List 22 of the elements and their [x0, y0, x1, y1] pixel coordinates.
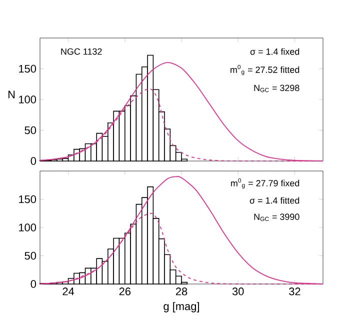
x-tick-label: 30 [232, 288, 244, 296]
y-tick-label: 0 [30, 280, 36, 288]
y-tick-label: 100 [19, 224, 36, 232]
y-tick-label: 50 [24, 252, 36, 260]
x-tick-label: 32 [289, 288, 300, 296]
y-axis-title: N [8, 90, 15, 98]
annotation: N$_{GC}$ = 3298 [254, 84, 300, 92]
annotation: N$_{GC}$ = 3990 [254, 214, 300, 222]
x-tick-label: 26 [119, 288, 131, 296]
annotation: m$^{0}$$_{g}$ = 27.79 fixed [231, 178, 300, 189]
y-tick-label: 150 [19, 195, 36, 204]
y-tick-label: 100 [19, 96, 36, 104]
x-tick-label: 28 [176, 288, 188, 296]
annotation: m$^{0}$$_{g}$ = 27.52 fitted [230, 64, 300, 76]
y-tick-label: 150 [19, 64, 36, 73]
annotation: σ = 1.4 fixed [250, 48, 300, 55]
y-tick-label: 50 [24, 126, 36, 134]
x-tick-label: 24 [62, 288, 74, 296]
annotation: NGC 1132 [61, 48, 102, 55]
y-tick-label: 0 [30, 157, 36, 165]
x-axis-title: g [mag] [164, 302, 199, 312]
annotation: σ = 1.4 fitted [250, 197, 300, 204]
